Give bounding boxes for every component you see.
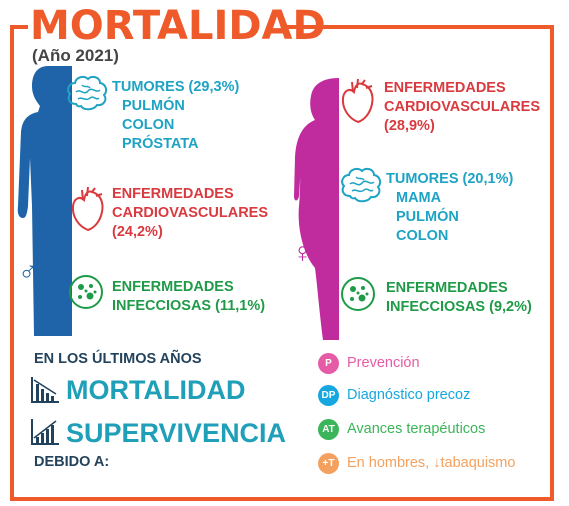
heart-icon xyxy=(71,186,104,232)
brain-tumor-icon xyxy=(341,167,382,203)
male-infect-block: ENFERMEDADES INFECCIOSAS (11,1%) xyxy=(112,278,265,316)
chart-up-icon xyxy=(31,419,59,445)
frame-right xyxy=(550,25,554,501)
male-cardio-percent: (24,2%) xyxy=(112,224,163,240)
female-cardio-percent: (28,9%) xyxy=(384,118,435,134)
legend-therapeutic-advances: AT Avances terapéuticos xyxy=(318,418,485,440)
male-infect-line: ENFERMEDADES xyxy=(112,279,234,295)
due-to-label: DEBIDO A: xyxy=(34,454,110,470)
legend-badge: +T xyxy=(318,452,339,474)
legend-smoking: +T En hombres, ↓tabaquismo xyxy=(318,452,515,474)
trends-intro: EN LOS ÚLTIMOS AÑOS xyxy=(34,351,202,367)
female-infect-block: ENFERMEDADES INFECCIOSAS (9,2%) xyxy=(386,279,532,317)
male-infect-line: INFECCIOSAS (11,1%) xyxy=(112,298,266,314)
virus-icon xyxy=(341,277,375,311)
female-symbol: ♀ xyxy=(292,237,313,268)
frame-top-left xyxy=(10,25,28,29)
male-cardio-block: ENFERMEDADES CARDIOVASCULARES (24,2%) xyxy=(112,185,268,242)
male-tumor-item: PULMÓN xyxy=(122,98,185,114)
female-tumor-item: MAMA xyxy=(396,190,442,206)
female-cardio-line: CARDIOVASCULARES xyxy=(384,99,541,115)
legend-badge: DP xyxy=(318,384,339,406)
female-infect-line: INFECCIOSAS (9,2%) xyxy=(386,299,532,315)
virus-icon xyxy=(69,275,103,309)
page-title: MORTALIDAD xyxy=(30,3,326,49)
female-tumor-item: COLON xyxy=(396,228,449,244)
female-tumor-item: PULMÓN xyxy=(396,209,459,225)
survival-label: SUPERVIVENCIA xyxy=(66,418,287,448)
male-symbol: ♂ xyxy=(18,255,39,286)
frame-bottom xyxy=(10,497,554,501)
female-tumors-label: TUMORES (20,1%) xyxy=(386,171,514,187)
legend-prevention: P Prevención xyxy=(318,352,420,374)
heart-icon xyxy=(341,78,374,124)
male-cardio-line: ENFERMEDADES xyxy=(112,186,234,202)
legend-label: Diagnóstico precoz xyxy=(347,387,471,403)
male-tumor-item: PRÓSTATA xyxy=(122,136,199,152)
female-cardio-block: ENFERMEDADES CARDIOVASCULARES (28,9%) xyxy=(384,79,540,136)
legend-label: En hombres, ↓tabaquismo xyxy=(347,455,516,471)
chart-down-icon xyxy=(31,377,59,403)
male-tumor-item: COLON xyxy=(122,117,175,133)
mortality-label: MORTALIDAD xyxy=(66,375,246,405)
frame-top-right xyxy=(286,25,554,29)
frame-left xyxy=(10,25,14,501)
legend-badge: P xyxy=(318,352,339,374)
brain-tumor-icon xyxy=(67,75,108,111)
female-tumors-block: TUMORES (20,1%) MAMA PULMÓN COLON xyxy=(386,170,513,246)
legend-badge: AT xyxy=(318,418,339,440)
female-silhouette xyxy=(294,78,339,340)
legend-label: Prevención xyxy=(347,355,420,371)
page-subtitle: (Año 2021) xyxy=(32,46,119,65)
legend-early-diagnosis: DP Diagnóstico precoz xyxy=(318,384,470,406)
male-tumors-block: TUMORES (29,3%) PULMÓN COLON PRÓSTATA xyxy=(112,78,239,154)
male-tumors-label: TUMORES (29,3%) xyxy=(112,79,240,95)
female-infect-line: ENFERMEDADES xyxy=(386,280,508,296)
legend-label: Avances terapéuticos xyxy=(347,421,486,437)
male-cardio-line: CARDIOVASCULARES xyxy=(112,205,269,221)
female-cardio-line: ENFERMEDADES xyxy=(384,80,506,96)
male-silhouette xyxy=(17,66,72,336)
